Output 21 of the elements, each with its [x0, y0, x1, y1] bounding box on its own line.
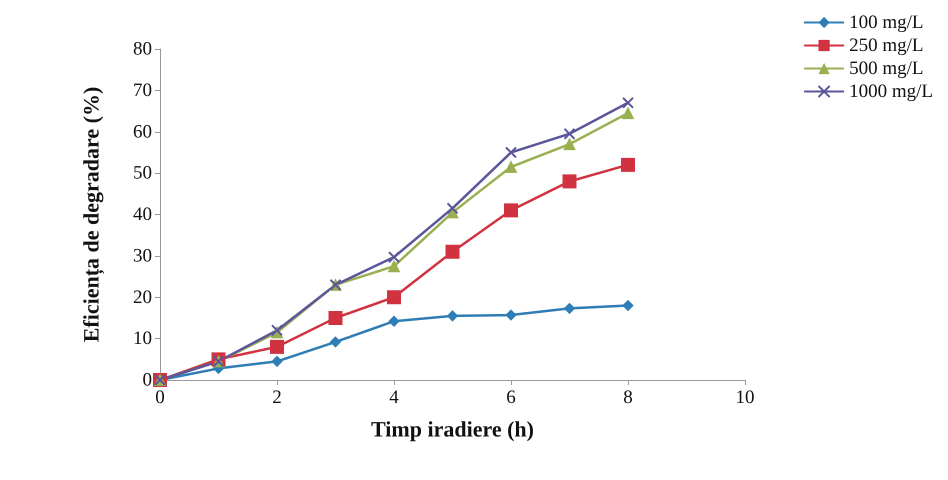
y-axis-title: Eficiența de degradare (%) [78, 86, 104, 342]
y-tick-label: 10 [133, 328, 152, 350]
y-tick-label: 50 [133, 162, 152, 184]
legend-label: 100 mg/L [849, 12, 924, 33]
y-tick-label: 40 [133, 204, 152, 225]
legend-label: 1000 mg/L [849, 81, 934, 102]
x-tick-label: 8 [623, 387, 633, 408]
x-tick-label: 6 [506, 387, 516, 408]
y-tick-label: 70 [133, 80, 152, 101]
legend-label: 500 mg/L [849, 58, 924, 79]
y-tick-label: 80 [133, 38, 152, 60]
x-tick-label: 10 [736, 387, 754, 408]
x-tick-label: 2 [272, 387, 282, 408]
y-tick-label: 20 [133, 286, 152, 308]
y-tick-label: 60 [133, 121, 152, 142]
y-tick-label: 30 [133, 245, 152, 266]
x-axis-title: Timp iradiere (h) [371, 416, 534, 442]
x-tick-label: 4 [389, 387, 400, 408]
legend-label: 250 mg/L [849, 35, 924, 56]
x-tick-label: 0 [155, 387, 165, 408]
y-tick-label: 0 [142, 370, 152, 390]
